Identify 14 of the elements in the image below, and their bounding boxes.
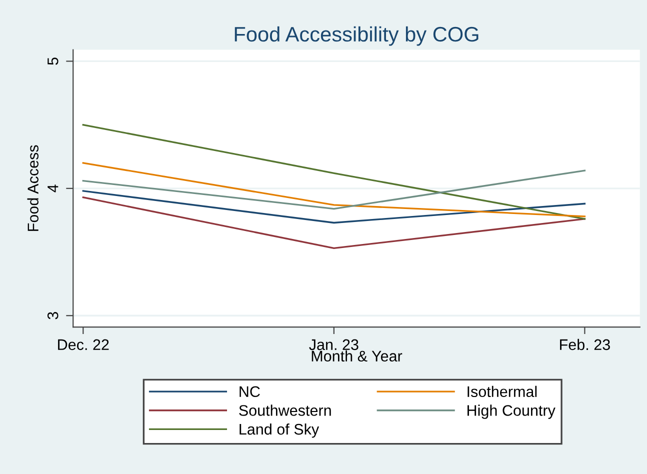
y-tick-label: 5 <box>48 58 58 65</box>
x-tick-label: Dec. 22 <box>58 339 109 350</box>
legend-label: Southwestern <box>239 404 331 416</box>
legend-label: High Country <box>468 404 556 419</box>
y-tick-label: 3 <box>47 312 58 320</box>
y-tick-label: 4 <box>48 184 58 192</box>
x-tick-label: Feb. 23 <box>560 338 610 350</box>
x-tick-label: Jan. 23 <box>309 339 358 350</box>
y-axis-title: Food Access <box>27 145 38 231</box>
legend-label: NC <box>240 386 260 398</box>
legend-label: Land of Sky <box>240 423 320 438</box>
chart-title: Food Accessibility by COG <box>234 26 478 46</box>
x-axis-title: Month & Year <box>312 350 402 362</box>
legend-label: Isothermal <box>468 386 537 398</box>
